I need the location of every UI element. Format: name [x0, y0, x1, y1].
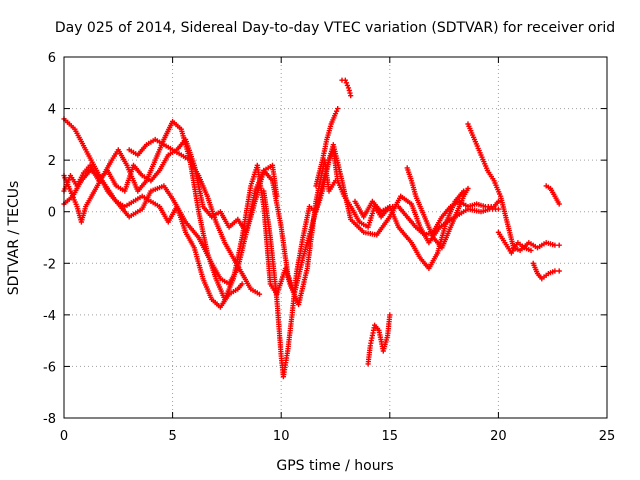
x-tick-label: 0: [60, 429, 68, 444]
data-point: [387, 312, 393, 318]
data-point: [239, 281, 245, 287]
y-tick-label: 0: [48, 206, 56, 221]
plot-frame: [63, 56, 608, 419]
x-axis-label: GPS time / hours: [276, 458, 393, 474]
series-track-14: [530, 260, 562, 282]
x-tick-label: 20: [490, 429, 507, 444]
y-axis-label: SDTVAR / TECUs: [6, 181, 22, 296]
series-track-13: [495, 229, 534, 256]
y-tick-label: 4: [48, 103, 56, 118]
series-track-11: [404, 165, 471, 251]
y-tick-label: -4: [43, 309, 56, 324]
data-point: [274, 193, 280, 199]
x-tick-label: 10: [273, 429, 290, 444]
series-track-10: [365, 312, 393, 367]
data-point: [342, 77, 348, 83]
y-tick-label: 6: [48, 51, 56, 66]
data-point: [348, 93, 354, 99]
data-point: [528, 247, 534, 253]
data-point: [556, 242, 562, 248]
y-tick-label: 2: [48, 154, 56, 169]
series-track-12: [465, 121, 562, 253]
axis-ticks: -8 -6 -4 -2 0 2 4 6 0 5 10 15 20 25: [43, 51, 615, 444]
data-point: [556, 201, 562, 207]
series-track-6: [261, 147, 467, 380]
chart-title: Day 025 of 2014, Sidereal Day-to-day VTE…: [55, 20, 615, 36]
x-tick-label: 25: [599, 429, 616, 444]
data-point: [256, 291, 263, 297]
y-tick-label: -2: [43, 257, 56, 272]
data-point: [345, 85, 352, 91]
series-track-7: [313, 106, 341, 189]
data-point: [495, 206, 501, 212]
x-tick-label: 15: [382, 429, 399, 444]
data-points: [61, 77, 562, 380]
data-point: [343, 80, 349, 86]
y-tick-label: -8: [43, 412, 56, 427]
x-tick-label: 5: [168, 429, 176, 444]
series-track-15: [543, 183, 562, 207]
series-track-5: [126, 136, 263, 297]
data-point: [335, 106, 341, 112]
grid-lines: [64, 57, 607, 418]
data-point: [556, 268, 562, 274]
data-point: [465, 185, 471, 192]
y-tick-label: -6: [43, 360, 56, 375]
series-track-8: [339, 77, 354, 99]
series-track-9: [352, 198, 501, 238]
data-point: [495, 198, 501, 204]
